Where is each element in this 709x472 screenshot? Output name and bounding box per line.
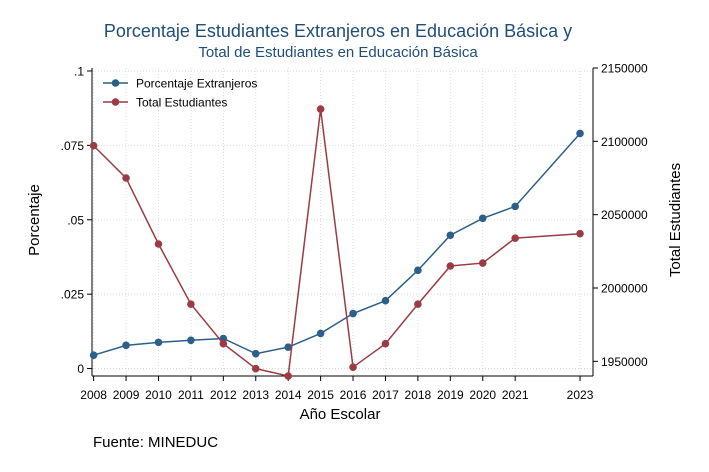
data-point-porcentaje-extranjeros: [349, 309, 357, 318]
source-note: Fuente: MINEDUC: [93, 434, 218, 451]
x-tick-label: 2010: [145, 388, 172, 402]
x-tick-label: 2013: [242, 388, 269, 402]
grid: [92, 68, 593, 376]
series-line-total-estudiantes: [93, 108, 581, 377]
legend-label-total-estudiantes: Total Estudiantes: [136, 96, 227, 110]
y-tick-label: 0: [77, 362, 84, 376]
x-tick-label: 2014: [275, 388, 302, 402]
y2-tick-label: 2000000: [601, 282, 648, 296]
data-point-porcentaje-extranjeros: [576, 129, 584, 138]
y-tick-label: .05: [67, 213, 84, 227]
data-point-porcentaje-extranjeros: [414, 266, 422, 275]
legend: Porcentaje Extranjeros Total Estudiantes: [103, 77, 257, 110]
x-tick-label: 2012: [210, 388, 237, 402]
data-point-total-estudiantes: [511, 234, 519, 242]
x-tick-label: 2019: [437, 388, 464, 402]
data-point-porcentaje-extranjeros: [381, 296, 390, 305]
x-tick-label: 2008: [80, 388, 107, 402]
legend-marker-porcentaje-extranjeros: [111, 79, 120, 87]
data-point-porcentaje-extranjeros: [478, 214, 487, 223]
data-point-porcentaje-extranjeros: [251, 349, 260, 358]
data-point-total-estudiantes: [154, 240, 163, 248]
data-point-total-estudiantes: [122, 174, 130, 182]
data-point-total-estudiantes: [316, 105, 325, 113]
y2-tick-label: 2050000: [601, 208, 648, 222]
data-point-total-estudiantes: [349, 363, 357, 372]
x-tick-label: 2020: [469, 388, 496, 402]
series-layer: [89, 105, 584, 380]
data-point-total-estudiantes: [478, 259, 487, 267]
x-axis-label: Año Escolar: [300, 406, 381, 423]
data-point-total-estudiantes: [446, 262, 455, 270]
data-point-total-estudiantes: [414, 300, 422, 308]
y2-axis-label: Total Estudiantes: [667, 163, 684, 277]
data-point-total-estudiantes: [89, 141, 98, 150]
data-point-porcentaje-extranjeros: [122, 341, 130, 350]
data-point-total-estudiantes: [381, 339, 390, 348]
y-tick-label: .1: [74, 64, 84, 78]
y-axis-label: Porcentaje: [26, 184, 43, 256]
data-point-total-estudiantes: [576, 229, 584, 238]
y-tick-label: .075: [61, 139, 85, 153]
x-tick-label: 2018: [405, 388, 432, 402]
data-point-total-estudiantes: [187, 300, 195, 308]
axes: 0 .025 .05 .075 .1 1950000 2000000 2050000 21000…: [61, 62, 648, 403]
data-point-porcentaje-extranjeros: [446, 231, 455, 240]
y2-tick-label: 1950000: [601, 355, 648, 369]
data-point-porcentaje-extranjeros: [316, 329, 325, 338]
x-tick-label: 2015: [307, 388, 334, 402]
y-tick-label: .025: [61, 288, 85, 302]
data-point-porcentaje-extranjeros: [187, 336, 195, 345]
x-tick-label: 2023: [567, 388, 594, 402]
data-point-total-estudiantes: [284, 372, 292, 380]
x-tick-label: 2011: [178, 388, 204, 402]
data-point-porcentaje-extranjeros: [511, 202, 519, 211]
data-point-porcentaje-extranjeros: [284, 343, 292, 351]
x-tick-label: 2021: [502, 388, 529, 402]
x-tick-label: 2016: [340, 388, 367, 402]
data-point-porcentaje-extranjeros: [154, 338, 163, 347]
chart-title: Porcentaje Estudiantes Extranjeros en Ed…: [104, 21, 572, 41]
data-point-total-estudiantes: [219, 339, 228, 348]
legend-marker-total-estudiantes: [111, 98, 120, 106]
chart-subtitle: Total de Estudiantes en Educación Básica: [198, 44, 478, 61]
y2-tick-label: 2150000: [601, 62, 648, 76]
legend-label-porcentaje-extranjeros: Porcentaje Extranjeros: [136, 77, 257, 91]
x-tick-label: 2009: [113, 388, 140, 402]
data-point-total-estudiantes: [251, 364, 260, 373]
y2-tick-label: 2100000: [601, 135, 648, 149]
data-point-porcentaje-extranjeros: [89, 351, 98, 359]
x-tick-label: 2017: [372, 388, 399, 402]
